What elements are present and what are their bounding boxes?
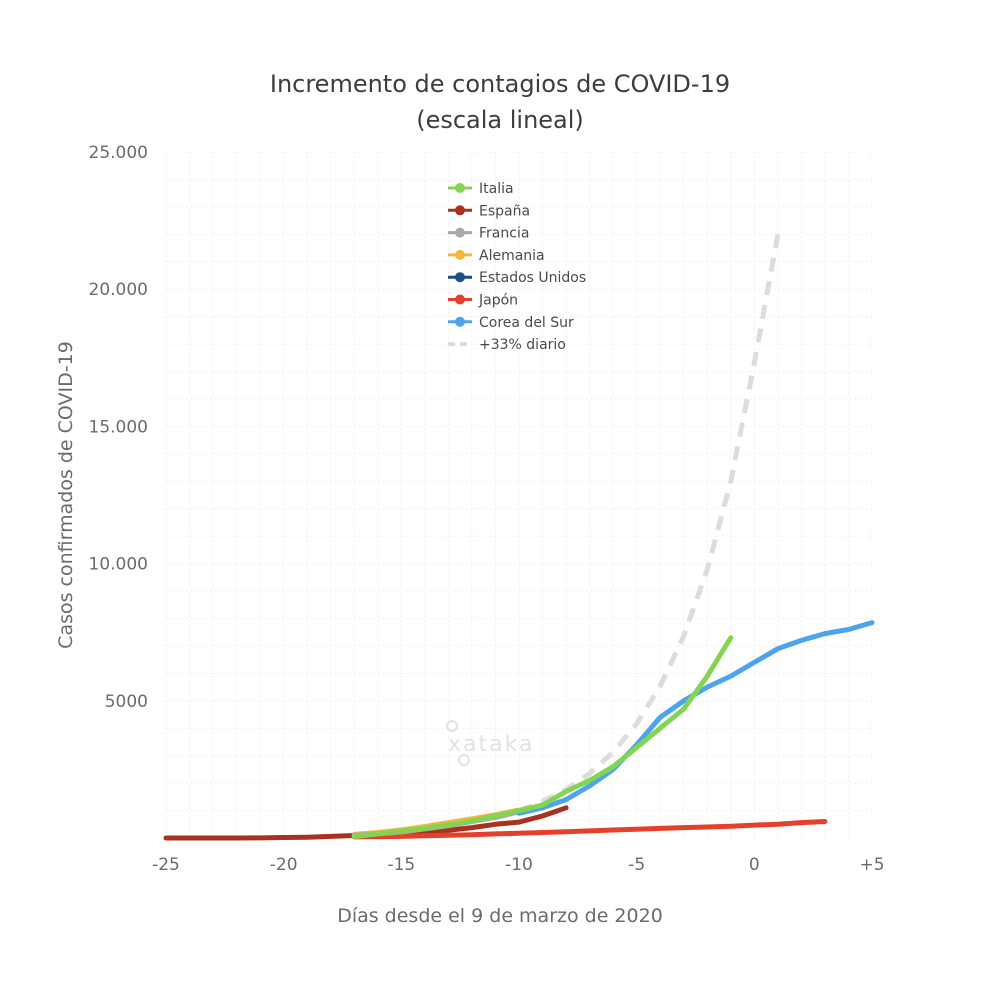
legend-item: Corea del Sur (448, 315, 574, 331)
legend-item: Estados Unidos (448, 270, 586, 286)
legend-label: +33% diario (479, 337, 566, 353)
y-tick-label: 25.000 (89, 143, 148, 163)
x-tick-label: +5 (859, 855, 884, 875)
legend-marker (455, 183, 465, 193)
x-axis-label: Días desde el 9 de marzo de 2020 (337, 905, 663, 927)
legend-label: Estados Unidos (479, 270, 586, 286)
watermark-logo: xataka (446, 720, 534, 766)
chart-title-line-2: (escala lineal) (416, 106, 584, 134)
series-line-italia (351, 635, 734, 840)
x-tick-label: -5 (628, 855, 645, 875)
x-axis-ticks: -25 -20 -15 -10 -5 0 +5 (152, 855, 884, 875)
series-group (163, 233, 875, 841)
y-tick-label: 15.000 (89, 417, 148, 437)
legend-label: España (479, 203, 530, 219)
legend-marker (455, 294, 465, 305)
legend: Italia España Francia Alemania Estados Unido… (448, 181, 586, 353)
y-axis-label: Casos confirmados de COVID-19 (55, 341, 77, 649)
legend-item: +33% diario (448, 337, 566, 353)
y-tick-label: 10.000 (89, 555, 148, 575)
x-tick-label: -10 (505, 855, 533, 875)
watermark-dot (458, 754, 470, 766)
legend-item: Alemania (448, 248, 545, 264)
watermark-text: xataka (448, 732, 534, 757)
series-line-jap-n (351, 819, 828, 840)
x-tick-label: -20 (270, 855, 298, 875)
legend-label: Corea del Sur (479, 315, 574, 331)
legend-marker (455, 205, 465, 216)
watermark-dot (446, 720, 458, 732)
legend-item: Italia (448, 181, 514, 197)
legend-marker (455, 249, 465, 260)
legend-item: España (448, 203, 530, 219)
x-tick-label: -25 (152, 855, 180, 875)
x-tick-label: 0 (749, 855, 760, 875)
legend-marker (455, 227, 465, 238)
legend-marker (455, 316, 465, 327)
legend-label: Alemania (479, 248, 545, 264)
legend-label: Japón (478, 293, 518, 309)
legend-item: Japón (448, 293, 518, 309)
chart-title-line-1: Incremento de contagios de COVID-19 (270, 70, 730, 98)
series-line-33-diario (518, 233, 781, 813)
legend-label: Italia (479, 181, 514, 197)
grid (165, 151, 873, 838)
y-tick-label: 5000 (105, 692, 148, 712)
legend-marker (455, 272, 465, 283)
x-tick-label: -15 (387, 855, 415, 875)
y-tick-label: 20.000 (89, 280, 148, 300)
legend-item: Francia (448, 226, 529, 242)
legend-label: Francia (479, 226, 529, 242)
y-axis-ticks: 5000 10.000 15.000 20.000 25.000 (89, 143, 148, 712)
